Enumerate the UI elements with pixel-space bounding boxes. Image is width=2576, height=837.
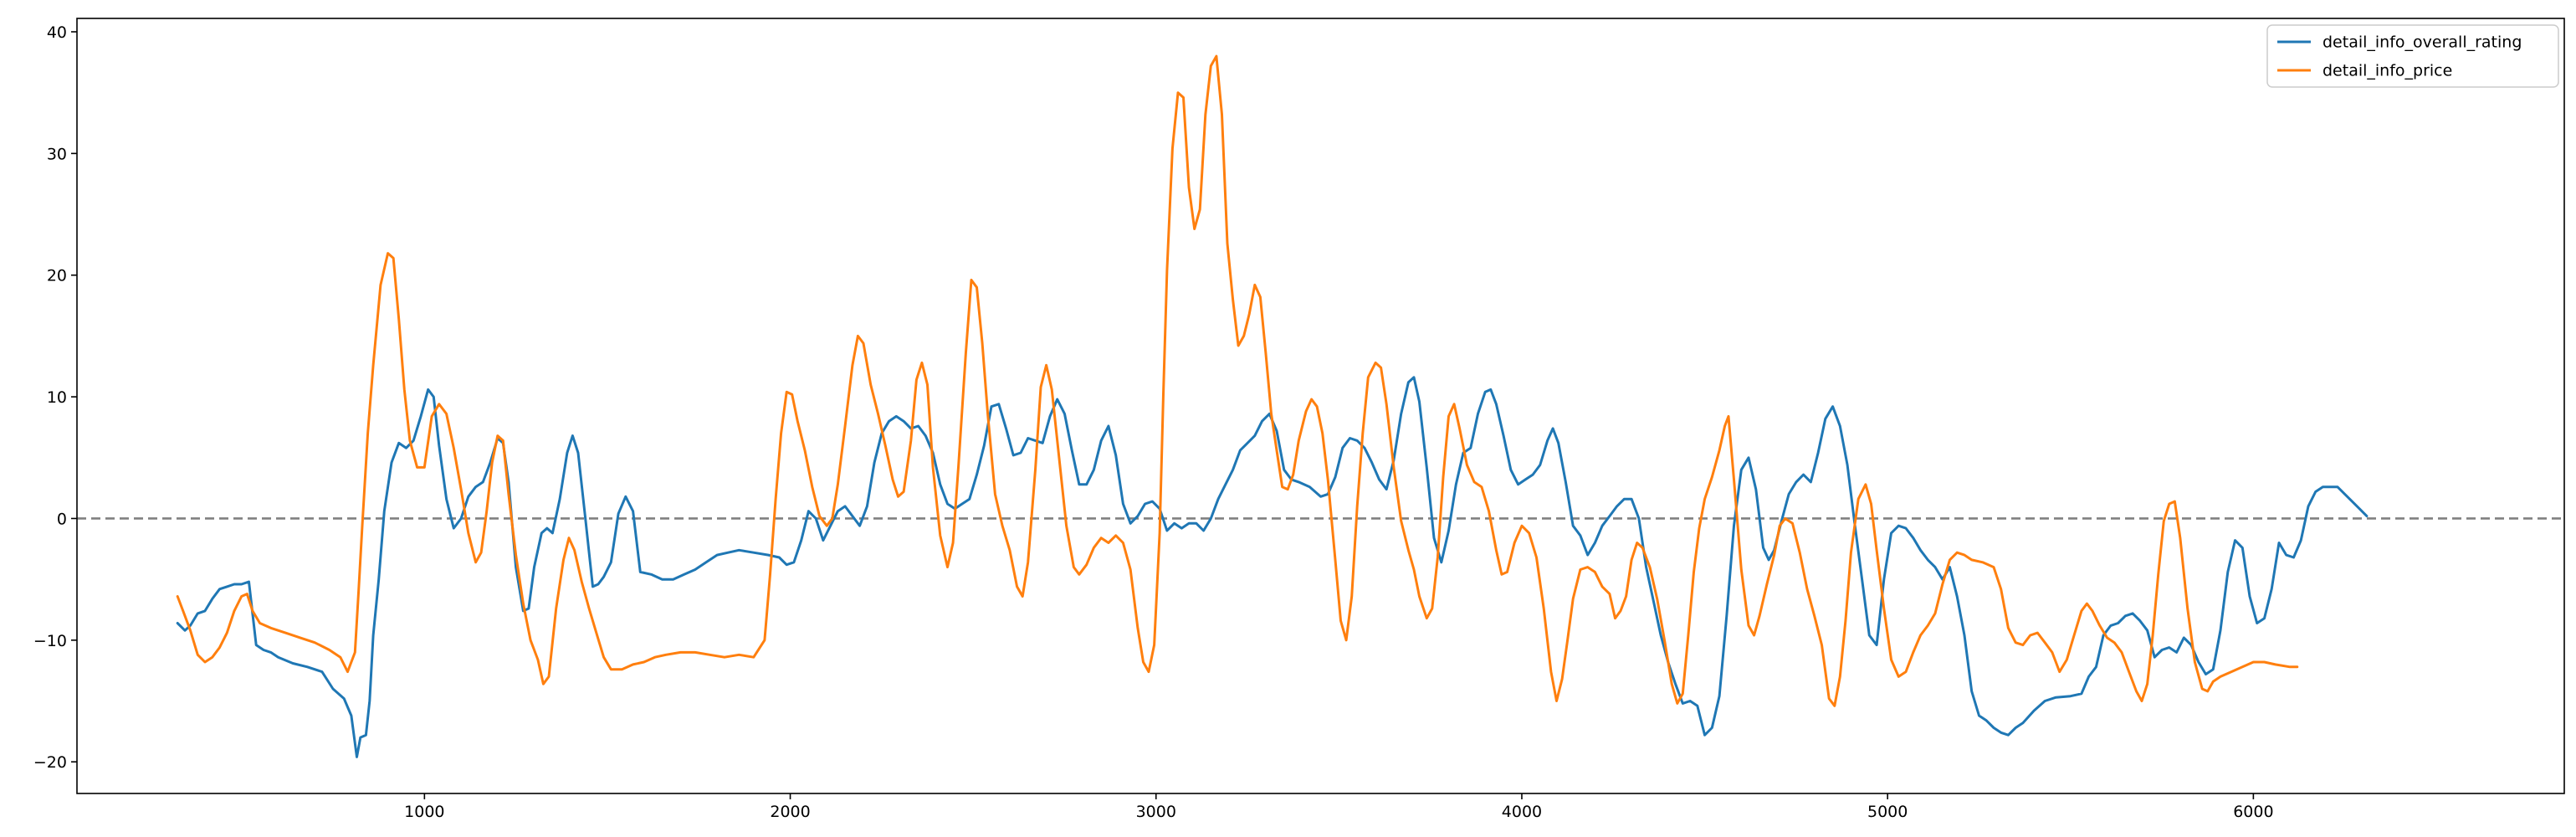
x-tick-label: 3000 [1136,803,1176,821]
x-tick-label: 2000 [770,803,810,821]
series-line-detail-info-overall-rating [176,376,2369,758]
y-tick-label: −20 [33,753,67,772]
legend: detail_info_overall_rating detail_info_p… [2266,24,2559,88]
y-tick-label: 10 [47,388,67,407]
series-line-detail-info-price [176,54,2299,707]
x-tick-label: 5000 [1867,803,1908,821]
legend-box [2266,24,2559,88]
legend-label-detail-info-overall-rating: detail_info_overall_rating [2322,33,2522,52]
plot-area-frame [76,18,2565,794]
y-tick-label: 0 [57,510,67,528]
legend-label-detail-info-price: detail_info_price [2322,62,2452,80]
x-tick-label: 4000 [1502,803,1542,821]
y-tick-label: −10 [33,632,67,650]
x-tick-label: 6000 [2233,803,2273,821]
x-tick-label: 1000 [404,803,444,821]
y-tick-label: 20 [47,267,67,285]
y-tick-label: 30 [47,145,67,163]
y-tick-label: 40 [47,23,67,42]
